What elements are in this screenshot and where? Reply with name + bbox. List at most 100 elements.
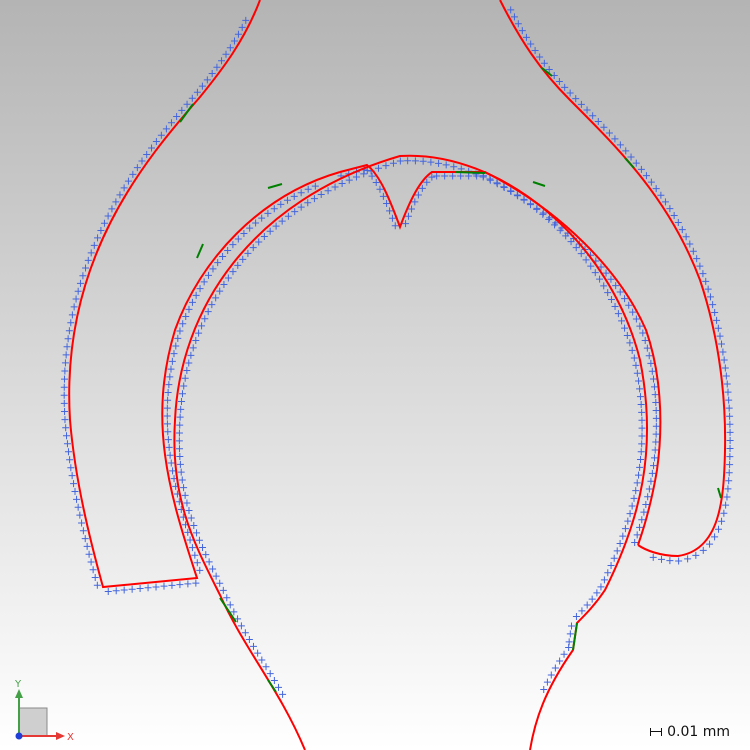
measured-point-marker [277,200,285,208]
measured-point-marker [611,303,619,311]
measured-point-marker [196,566,204,574]
measured-point-marker [164,388,172,396]
measured-point-marker [696,262,704,270]
measured-point-marker [637,456,645,464]
measured-point-marker [152,583,160,591]
measured-point-marker [621,324,629,332]
measured-point-marker [90,241,98,249]
measured-point-marker [212,572,220,580]
measured-point-marker [163,420,171,428]
measured-point-marker [626,510,634,518]
measured-point-marker [148,144,156,152]
measured-point-marker [63,440,71,448]
measured-point-marker [699,546,707,554]
measured-point-marker [587,262,595,270]
measured-point-marker [648,469,656,477]
measured-point-marker [331,183,339,191]
measured-point-marker [540,59,548,67]
deviation-segment [572,622,578,651]
measured-point-marker [723,493,731,501]
measured-point-marker [234,261,242,269]
measured-point-marker [185,359,193,367]
measured-point-marker [175,445,183,453]
measured-point-marker [726,461,734,469]
measured-point-marker [640,508,648,516]
measured-point-marker [220,280,228,288]
measured-point-marker [631,538,639,546]
measured-point-marker [278,217,286,225]
measured-point-marker [138,157,146,165]
measured-point-marker [674,219,682,227]
measured-point-marker [642,500,650,508]
measured-point-marker [636,393,644,401]
measured-point-marker [725,404,733,412]
measured-point-marker [71,487,79,495]
measured-point-marker [583,106,591,114]
measured-point-marker [649,553,657,561]
measured-point-marker [457,172,465,180]
measured-point-marker [252,219,260,227]
measured-point-marker [62,351,70,359]
view-cube[interactable] [18,707,48,737]
measured-point-marker [89,566,97,574]
measured-point-marker [388,214,396,222]
measured-point-marker [193,529,201,537]
measured-point-marker [711,308,719,316]
measured-point-marker [195,329,203,337]
measured-point-marker [291,208,299,216]
measured-point-marker [212,294,220,302]
measured-point-marker [607,296,615,304]
measured-point-marker [423,178,431,186]
measured-point-marker [624,517,632,525]
measured-point-marker [195,536,203,544]
measured-point-marker [297,189,305,197]
measured-point-marker [63,343,71,351]
measured-point-marker [230,37,238,45]
measured-point-marker [64,448,72,456]
measured-point-marker [625,301,633,309]
measured-point-marker [240,230,248,238]
measured-point-marker [234,235,242,243]
measured-point-marker [238,23,246,31]
measured-point-marker [182,312,190,320]
outer-left-curve [68,0,341,589]
measured-point-marker [715,525,723,533]
deviation-segments [179,67,722,693]
deviation-segment [219,597,237,623]
measured-point-marker [628,346,636,354]
measured-point-marker [129,170,137,178]
measured-point-marker [600,123,608,131]
measured-point-marker [65,327,73,335]
measured-point-marker [651,446,659,454]
measured-point-marker [222,50,230,58]
measured-point-marker [539,210,547,218]
measured-point-marker [76,511,84,519]
measured-point-marker [572,244,580,252]
measured-point-marker [706,293,714,301]
measured-point-marker [670,212,678,220]
measured-point-marker [711,533,719,541]
measured-point-marker [520,196,528,204]
measured-point-marker [626,339,634,347]
measured-point-marker [192,579,200,587]
measured-point-marker [556,226,564,234]
measured-point-marker [68,472,76,480]
measured-point-marker [621,525,629,533]
measured-point-marker [644,493,652,501]
measured-point-marker [310,195,318,203]
measured-point-marker [162,125,170,133]
measured-point-marker [565,644,573,652]
measured-point-marker [645,485,653,493]
measured-point-marker [226,601,234,609]
axis-triad[interactable]: Y X [0,670,80,750]
measured-point-marker [724,388,732,396]
measured-point-marker [204,308,212,316]
measured-point-marker [566,630,574,638]
measured-point-marker [216,287,224,295]
measured-point-marker [402,220,410,228]
measured-point-marker [60,399,68,407]
measured-point-marker [510,13,518,21]
measured-point-marker [556,657,564,665]
measured-point-marker [623,331,631,339]
